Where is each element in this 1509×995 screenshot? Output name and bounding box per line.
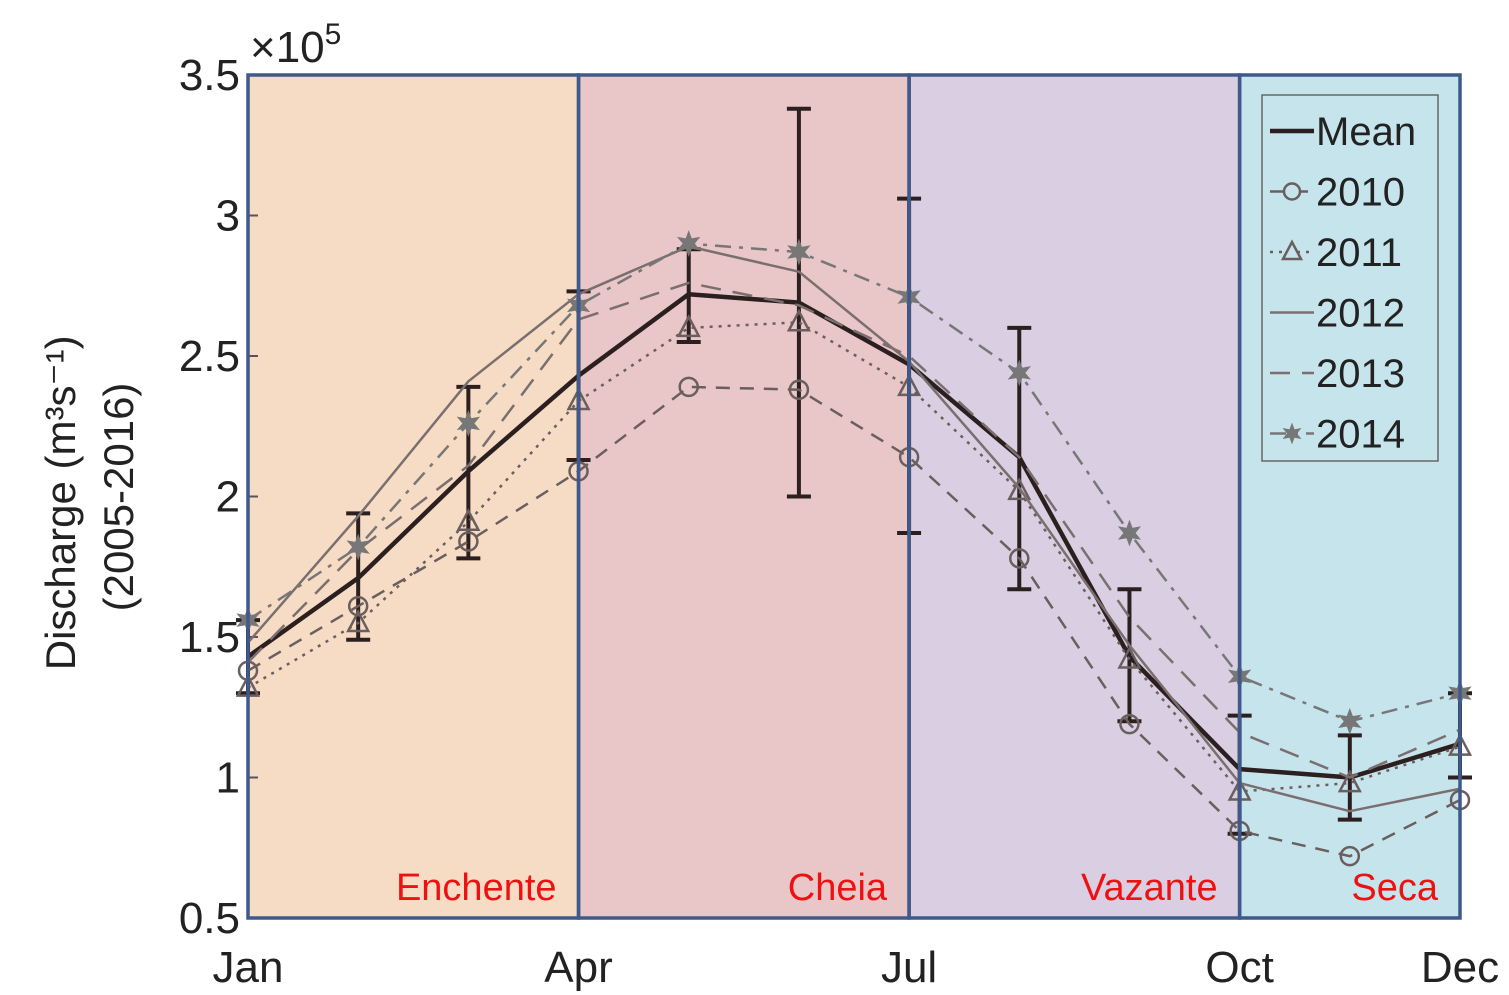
x-tick-label: Dec [1421, 943, 1499, 992]
data-point [788, 379, 810, 400]
y-axis-label-line1: Discharge (m³s⁻¹) [37, 335, 84, 670]
legend-box [1261, 94, 1439, 462]
series-line-2011 [247, 321, 1461, 793]
x-tick-label: Oct [1205, 943, 1273, 992]
season-border-seca [1237, 73, 1462, 920]
series-2012 [247, 245, 1461, 813]
axes: 0.5 1 1.5 2 2.5 3 3.5 Jan Apr Jul Oct Dec [179, 51, 1499, 992]
data-point [456, 409, 481, 437]
season-label-vazante: Vazante [1081, 867, 1218, 909]
legend-marker [1282, 422, 1302, 445]
data-point [456, 508, 481, 532]
season-label-cheia: Cheia [788, 867, 888, 909]
data-point [678, 376, 699, 398]
y-exponent-label: ×105 [250, 18, 341, 72]
legend-marker [1282, 182, 1302, 201]
y-tick-label: 1 [216, 754, 240, 803]
legend-label-2011: 2011 [1316, 231, 1402, 275]
season-label-enchente: Enchente [396, 867, 557, 909]
data-point [1339, 845, 1361, 867]
data-point [1119, 713, 1140, 735]
legend-label-2010: 2010 [1316, 171, 1405, 215]
data-point [1337, 769, 1362, 793]
series-line-2010 [247, 385, 1461, 858]
data-point [1117, 519, 1142, 547]
data-point [1338, 707, 1362, 735]
legend-marker [1280, 239, 1304, 261]
series-line-mean [246, 291, 1461, 780]
data-point [786, 308, 811, 332]
x-tick-label: Apr [544, 943, 612, 992]
series-line-2013 [247, 281, 1461, 779]
y-tick-label: 2 [216, 473, 240, 522]
data-point [346, 609, 371, 633]
legend-label-2014: 2014 [1316, 413, 1405, 457]
data-point [787, 238, 811, 266]
season-band-enchente [248, 75, 579, 918]
data-point [1009, 548, 1030, 569]
legend-label-2012: 2012 [1316, 292, 1405, 336]
season-band-vazante [909, 75, 1240, 918]
legend: Mean 2010 2011 2012 2013 2014 [1261, 94, 1439, 462]
y-exponent-power: 5 [325, 18, 342, 51]
series-line-2012 [247, 245, 1461, 813]
data-point [1117, 645, 1142, 669]
y-tick-label: 0.5 [179, 894, 240, 943]
y-tick-label: 3.5 [179, 51, 240, 100]
legend-label-mean: Mean [1316, 110, 1416, 154]
y-tick-label: 1.5 [179, 613, 240, 662]
data-point [1007, 477, 1032, 501]
data-point [1007, 359, 1031, 387]
season-label-seca: Seca [1351, 867, 1438, 909]
data-point [346, 533, 370, 561]
y-axis-label: Discharge (m³s⁻¹) (2005-2016) [37, 324, 142, 671]
season-labels: Enchente Cheia Vazante Seca [246, 73, 1462, 920]
data-point [676, 314, 701, 338]
y-tick-label: 3 [216, 192, 240, 241]
season-band-cheia [578, 75, 910, 918]
data-point [347, 595, 369, 617]
data-point [458, 531, 479, 552]
series-line-2014 [247, 242, 1461, 723]
series-2013 [247, 281, 1461, 779]
y-axis-label-line2: (2005-2016) [95, 383, 142, 612]
legend-label-2013: 2013 [1316, 352, 1405, 396]
season-bands [248, 75, 1460, 918]
x-tick-label: Jan [213, 943, 284, 992]
data-point [677, 230, 701, 258]
x-tick-label: Jul [881, 943, 937, 992]
y-tick-label: 2.5 [179, 332, 240, 381]
